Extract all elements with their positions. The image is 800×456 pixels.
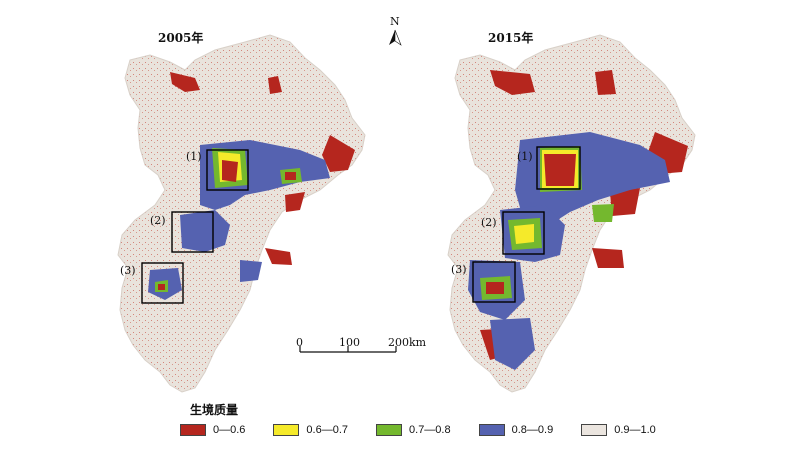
scale-tick-200km: 200km xyxy=(388,336,427,349)
legend-label: 0.6—0.7 xyxy=(306,424,349,436)
legend-item: 0.6—0.7 xyxy=(273,424,348,436)
box-label-2015-2: (2) xyxy=(481,216,497,229)
map-2005 xyxy=(117,34,366,393)
study-box-1 xyxy=(206,149,249,191)
habitat-low-patches xyxy=(170,72,355,265)
box-label-2005-3: (3) xyxy=(120,264,136,277)
box-label-2005-1: (1) xyxy=(186,150,202,163)
legend-label: 0.7—0.8 xyxy=(409,424,451,436)
habitat-mid-zones xyxy=(468,132,670,370)
study-box-outlines xyxy=(141,149,249,304)
north-label: N xyxy=(390,15,400,28)
scale-tick-0: 0 xyxy=(296,336,303,349)
scale-tick-100: 100 xyxy=(339,336,360,349)
habitat-mid-zones xyxy=(148,140,330,300)
legend-swatch xyxy=(376,424,403,436)
study-box-2 xyxy=(502,211,545,255)
map-2015 xyxy=(447,34,696,393)
legend-item: 0.8—0.9 xyxy=(478,424,554,436)
legend-label: 0.8—0.9 xyxy=(511,424,554,436)
box-label-2005-2: (2) xyxy=(150,214,166,227)
legend-title: 生境质量 xyxy=(190,403,239,417)
legend-swatch xyxy=(478,424,505,436)
map-title-2005: 2005年 xyxy=(158,31,204,45)
study-box-outlines xyxy=(472,146,581,303)
box-label-2015-3: (3) xyxy=(451,263,467,276)
legend-item: 0.7—0.8 xyxy=(376,424,451,436)
study-box-2 xyxy=(171,211,214,253)
study-box-3 xyxy=(472,261,516,303)
legend-label: 0—0.6 xyxy=(213,424,246,436)
legend-swatch xyxy=(581,424,608,436)
legend-item: 0.9—1.0 xyxy=(581,424,656,436)
legend-swatch xyxy=(180,424,206,436)
map-title-2015: 2015年 xyxy=(488,31,534,45)
study-box-1 xyxy=(536,146,581,190)
legend: 0—0.6 0.6—0.7 0.7—0.8 0.8—0.9 0.9—1.0 xyxy=(180,424,656,436)
legend-swatch xyxy=(273,424,300,436)
legend-item: 0—0.6 xyxy=(180,424,245,436)
study-box-3 xyxy=(141,262,184,304)
box-label-2015-1: (1) xyxy=(517,150,533,163)
north-arrow-icon xyxy=(389,29,402,46)
legend-label: 0.9—1.0 xyxy=(614,424,656,436)
scale-bar xyxy=(299,346,397,353)
